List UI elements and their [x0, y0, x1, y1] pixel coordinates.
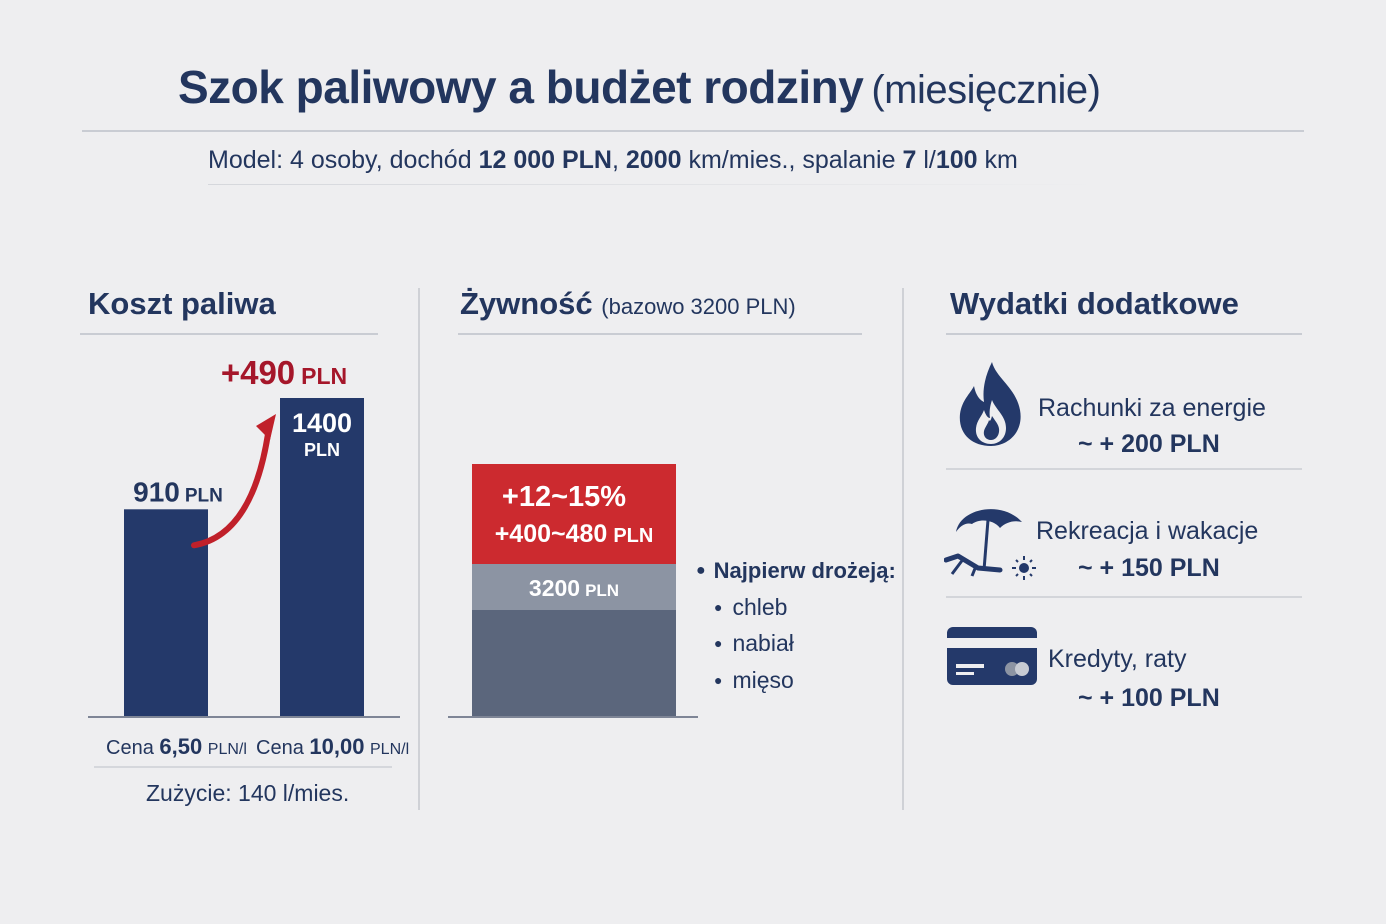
title-suffix: (miesięcznie) — [871, 68, 1101, 112]
sun-icon — [1019, 563, 1029, 573]
model-km-unit: km/mies., spalanie — [688, 146, 896, 174]
fuel-bar-new-unit: PLN — [304, 440, 340, 460]
fuel-baseline — [88, 716, 400, 718]
page-title: Szok paliwowy a budżet rodziny (miesięczn… — [178, 60, 1101, 114]
food-increase-percent: +12~15% — [502, 481, 626, 513]
extras-heading: Wydatki dodatkowe — [950, 286, 1239, 321]
food-list-item: chleb — [714, 594, 787, 621]
extras-item-rule — [946, 468, 1302, 470]
food-increase-segment — [472, 464, 676, 564]
food-base-top-band — [472, 564, 676, 610]
fuel-caption-old: Cena 6,50 PLN/l — [106, 734, 247, 759]
model-description: Model: 4 osoby, dochód 12 000 PLN, 2000 … — [208, 146, 1018, 175]
column-divider — [902, 288, 904, 810]
increase-arrow-icon — [191, 431, 271, 549]
beach-icon — [944, 509, 1036, 580]
fuel-bar-old-label: 910 PLN — [133, 476, 223, 507]
model-burn: 7 — [902, 146, 917, 174]
model-divider — [208, 184, 1108, 185]
food-list-item: mięso — [714, 667, 793, 694]
fuel-bar-old-price — [124, 509, 208, 716]
food-chart: 3200 PLN +12~15% +400~480 PLN — [448, 464, 698, 718]
extra-value-credit: ~ + 100 PLN — [1078, 684, 1220, 712]
column-divider — [418, 288, 420, 810]
extras-heading-rule — [946, 333, 1302, 335]
food-increase-amount: +400~480 PLN — [495, 520, 654, 548]
fuel-chart: 910 PLN 1400 PLN +490 PLN — [88, 354, 400, 718]
fuel-bar-new-price — [280, 398, 364, 716]
increase-arrowhead-icon — [256, 414, 276, 440]
extras-item-rule — [946, 596, 1302, 598]
extra-value-energy: ~ + 200 PLN — [1078, 430, 1220, 458]
food-list-heading: Najpierw drożeją: — [696, 558, 896, 584]
credit-card-icon — [947, 627, 1037, 685]
fuel-usage: Zużycie: 140 l/mies. — [146, 780, 350, 806]
extra-label-energy: Rachunki za energie — [1038, 394, 1266, 422]
model-km: 2000 — [625, 146, 682, 174]
model-burn-base: 100 — [935, 146, 978, 174]
model-burn-unit: l/ — [923, 146, 936, 174]
fuel-increase-label: +490 PLN — [221, 354, 347, 391]
model-sep: , — [611, 146, 619, 174]
fuel-heading: Koszt paliwa — [88, 286, 276, 321]
model-income: 12 000 PLN — [478, 146, 612, 174]
extra-value-leisure: ~ + 150 PLN — [1078, 554, 1220, 582]
food-list-item: nabiał — [714, 630, 793, 657]
fuel-bar-new-value: 1400 — [292, 408, 352, 438]
food-heading: Żywność (bazowo 3200 PLN) — [460, 286, 796, 321]
fuel-caption-new: Cena 10,00 PLN/l — [256, 734, 410, 759]
food-heading-rule — [458, 333, 862, 335]
extra-label-leisure: Rekreacja i wakacje — [1036, 517, 1259, 545]
title-divider — [82, 130, 1304, 132]
food-base-label: 3200 PLN — [529, 575, 619, 601]
title-main: Szok paliwowy a budżet rodziny — [178, 61, 864, 113]
fuel-caption-rule — [94, 766, 392, 768]
model-burn-end: km — [984, 146, 1018, 174]
food-baseline — [448, 716, 698, 718]
model-prefix: Model: 4 osoby, dochód — [208, 146, 472, 174]
fuel-heading-rule — [80, 333, 378, 335]
extra-label-credit: Kredyty, raty — [1048, 645, 1187, 673]
flame-icon — [959, 362, 1021, 446]
